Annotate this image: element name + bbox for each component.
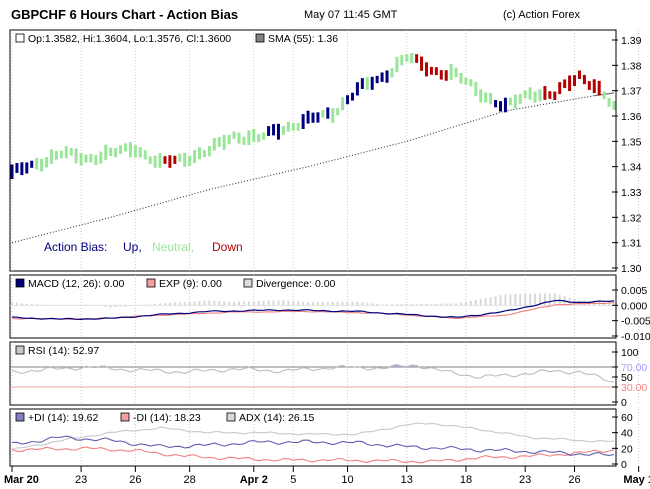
bias-up-label: Up, [123,240,142,254]
pdi-line [11,435,615,456]
adx-tick-label: 0 [621,459,627,471]
macd-tick-label: -0.010 [621,331,650,343]
rsi-panel [9,341,617,406]
timestamp: May 07 11:45 GMT [304,9,398,21]
sma-legend-swatch [255,33,265,43]
bias-down-label: Down [212,240,243,254]
date-tick-label: Apr 2 [240,474,268,486]
date-tick-label: 18 [460,474,472,486]
adx-tick-label: 20 [621,443,633,455]
macd-tick-label: -0.005 [621,316,650,328]
bias-neutral-label: Neutral, [152,240,194,254]
rsi-tick-label: 70.00 [621,362,647,374]
ohlc-legend-swatch [15,33,25,43]
date-tick-label: 10 [341,474,353,486]
copyright: (c) Action Forex [503,9,581,21]
rsi-tick-label: 50 [621,372,633,384]
sma-dotted-segment [11,95,595,244]
mdi-line [11,446,615,464]
rsi-legend-swatch [15,345,25,355]
adx-legend-swatch [226,412,236,422]
date-tick-label: 26 [568,474,580,486]
adx-lines [11,422,615,464]
pdi-legend-swatch [15,412,25,422]
pdi-legend: +DI (14): 19.62 [28,412,98,424]
macd-tick-label: 0.005 [621,285,647,297]
date-tick-label: Mar 20 [4,474,39,486]
date-gridlines [11,30,640,466]
date-tick-label: 23 [75,474,87,486]
macd-tick-label: 0.000 [621,300,647,312]
macd-legend-swatch [15,278,25,288]
mdi-legend-swatch [120,412,130,422]
sma-legend: SMA (55): 1.36 [268,33,338,45]
exp-legend-swatch [146,278,156,288]
date-tick-label: 26 [129,474,141,486]
adx-tick-label: 60 [621,412,633,424]
price-axis: 1.39 1.38 1.37 1.36 1.35 1.34 1.33 1.32 1.31 1.30 [612,35,642,275]
macd-line [11,299,615,321]
divergence-legend-swatch [243,278,253,288]
price-tick-label: 1.30 [621,263,642,275]
macd-lines [11,299,615,321]
bias-label: Action Bias: [44,240,107,254]
rsi-lines [10,363,616,388]
price-tick-label: 1.33 [621,187,642,199]
price-tick-label: 1.39 [621,35,642,47]
adx-line [11,422,615,451]
macd-divergence-histogram [10,293,616,308]
exp-legend: EXP (9): 0.00 [159,278,222,290]
chart-title: GBPCHF 6 Hours Chart - Action Bias [11,7,239,22]
adx-tick-label: 40 [621,428,633,440]
rsi-tick-label: 100 [621,347,639,359]
price-tick-label: 1.35 [621,136,642,148]
rsi-tick-label: 0 [621,397,627,409]
chart-header: GBPCHF 6 Hours Chart - Action Bias May 0… [0,0,650,30]
rsi-legend: RSI (14): 52.97 [28,345,99,357]
ohlc-legend: Op:1.3582, Hi:1.3604, Lo:1.3576, Cl:1.36… [28,33,231,45]
rsi-line [11,363,615,383]
price-tick-label: 1.38 [621,60,642,72]
price-tick-label: 1.37 [621,86,642,98]
date-tick-label: 23 [519,474,531,486]
price-tick-label: 1.36 [621,111,642,123]
macd-legend: MACD (12, 26): 0.00 [28,278,124,290]
adx-axis: 60 40 20 0 [612,412,633,471]
price-bars [10,53,616,180]
price-tick-label: 1.34 [621,162,642,174]
adx-legend: ADX (14): 26.15 [239,412,314,424]
macd-axis: 0.005 0.000 -0.005 -0.010 [612,285,650,343]
date-tick-label: 13 [401,474,413,486]
divergence-legend: Divergence: 0.00 [256,278,336,290]
date-tick-label: May 1 [623,474,650,486]
price-tick-label: 1.32 [621,212,642,224]
mdi-legend: -DI (14): 18.23 [133,412,201,424]
adx-panel [9,408,617,467]
rsi-tick-label: 30.00 [621,382,647,394]
date-tick-label: 5 [290,474,296,486]
date-tick-label: 28 [184,474,196,486]
price-tick-label: 1.31 [621,238,642,250]
